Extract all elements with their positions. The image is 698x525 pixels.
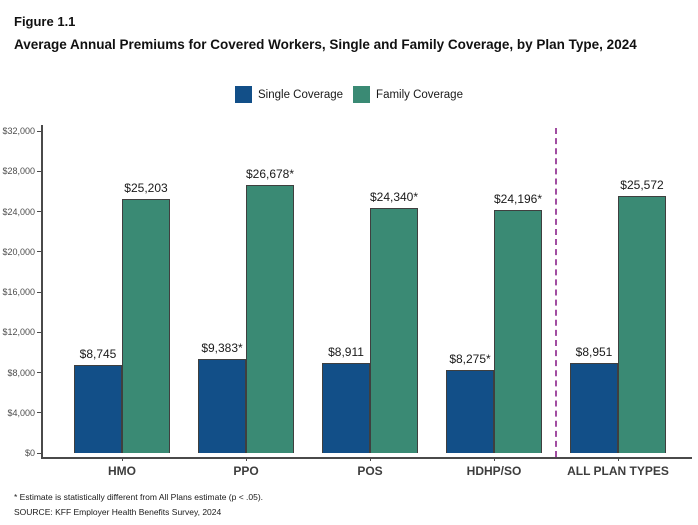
y-axis-tick-label: $28,000 [2, 166, 35, 177]
y-axis-tick [37, 251, 41, 253]
bar-value-label: $8,911 [328, 345, 364, 360]
bar-single-coverage [74, 365, 122, 453]
figure-number: Figure 1.1 [14, 14, 76, 29]
y-axis-tick [37, 291, 41, 293]
y-axis-tick-label: $4,000 [7, 407, 35, 418]
bar-family-coverage [246, 184, 294, 453]
x-axis-category-label: HMO [108, 464, 136, 478]
x-axis-line [41, 457, 692, 459]
y-axis-tick-label: $24,000 [2, 206, 35, 217]
bar-value-label: $8,951 [575, 344, 613, 359]
bar-value-label: $25,203 [124, 181, 168, 196]
y-axis-tick [37, 452, 41, 454]
footnote-source: SOURCE: KFF Employer Health Benefits Sur… [14, 507, 222, 517]
y-axis-tick [37, 130, 41, 132]
y-axis-tick-label: $12,000 [2, 327, 35, 338]
x-axis-category-label: POS [357, 464, 383, 478]
bar-family-coverage [122, 199, 170, 453]
bar-value-label: $25,572 [620, 177, 664, 192]
x-axis-tick [245, 457, 247, 461]
legend-item-family-coverage: Family Coverage [353, 86, 463, 103]
bar-value-label: $24,196* [493, 191, 543, 206]
x-axis-category-label: ALL PLAN TYPES [567, 464, 669, 478]
bar-value-label: $24,340* [369, 190, 419, 205]
y-axis-tick [37, 412, 41, 414]
footnotes: * Estimate is statistically different fr… [14, 490, 263, 520]
y-axis-tick-label: $0 [24, 448, 35, 458]
legend-label-family-coverage: Family Coverage [376, 88, 463, 101]
x-axis-tick [369, 457, 371, 461]
footnote-significance: * Estimate is statistically different fr… [14, 492, 264, 502]
y-axis-tick [37, 372, 41, 373]
y-axis-tick [37, 170, 41, 172]
bar-single-coverage [446, 369, 494, 453]
bar-value-label: $26,678* [245, 166, 295, 181]
y-axis-tick [37, 211, 41, 212]
y-axis-tick-label: $8,000 [7, 367, 35, 378]
bar-value-label: $8,745 [79, 347, 117, 361]
bar-family-coverage [494, 209, 542, 453]
bar-single-coverage [570, 362, 618, 453]
legend-item-single-coverage: Single Coverage [235, 86, 343, 103]
legend: Single Coverage Family Coverage [0, 86, 698, 103]
x-axis-tick [121, 457, 123, 461]
y-axis-tick [37, 331, 41, 333]
y-axis-line [41, 125, 43, 457]
y-axis-tick-label: $16,000 [2, 287, 35, 297]
x-axis-category-label: PPO [233, 464, 259, 478]
y-axis-tick-label: $20,000 [2, 246, 35, 257]
bar-single-coverage [198, 358, 246, 453]
x-axis-tick [617, 457, 619, 461]
family-coverage-swatch-icon [353, 86, 371, 103]
x-axis-tick [493, 457, 495, 461]
y-axis-tick-label: $32,000 [2, 126, 35, 136]
bar-family-coverage [618, 195, 666, 453]
bar-family-coverage [370, 208, 418, 453]
bar-value-label: $8,275* [449, 351, 491, 366]
chart-title: Average Annual Premiums for Covered Work… [14, 37, 637, 52]
all-plans-separator-line [555, 128, 557, 457]
x-axis-category-label: HDHP/SO [466, 464, 522, 478]
bar-single-coverage [322, 363, 370, 453]
single-coverage-swatch-icon [235, 86, 253, 103]
bar-value-label: $9,383* [201, 340, 243, 355]
legend-label-single-coverage: Single Coverage [258, 88, 344, 101]
